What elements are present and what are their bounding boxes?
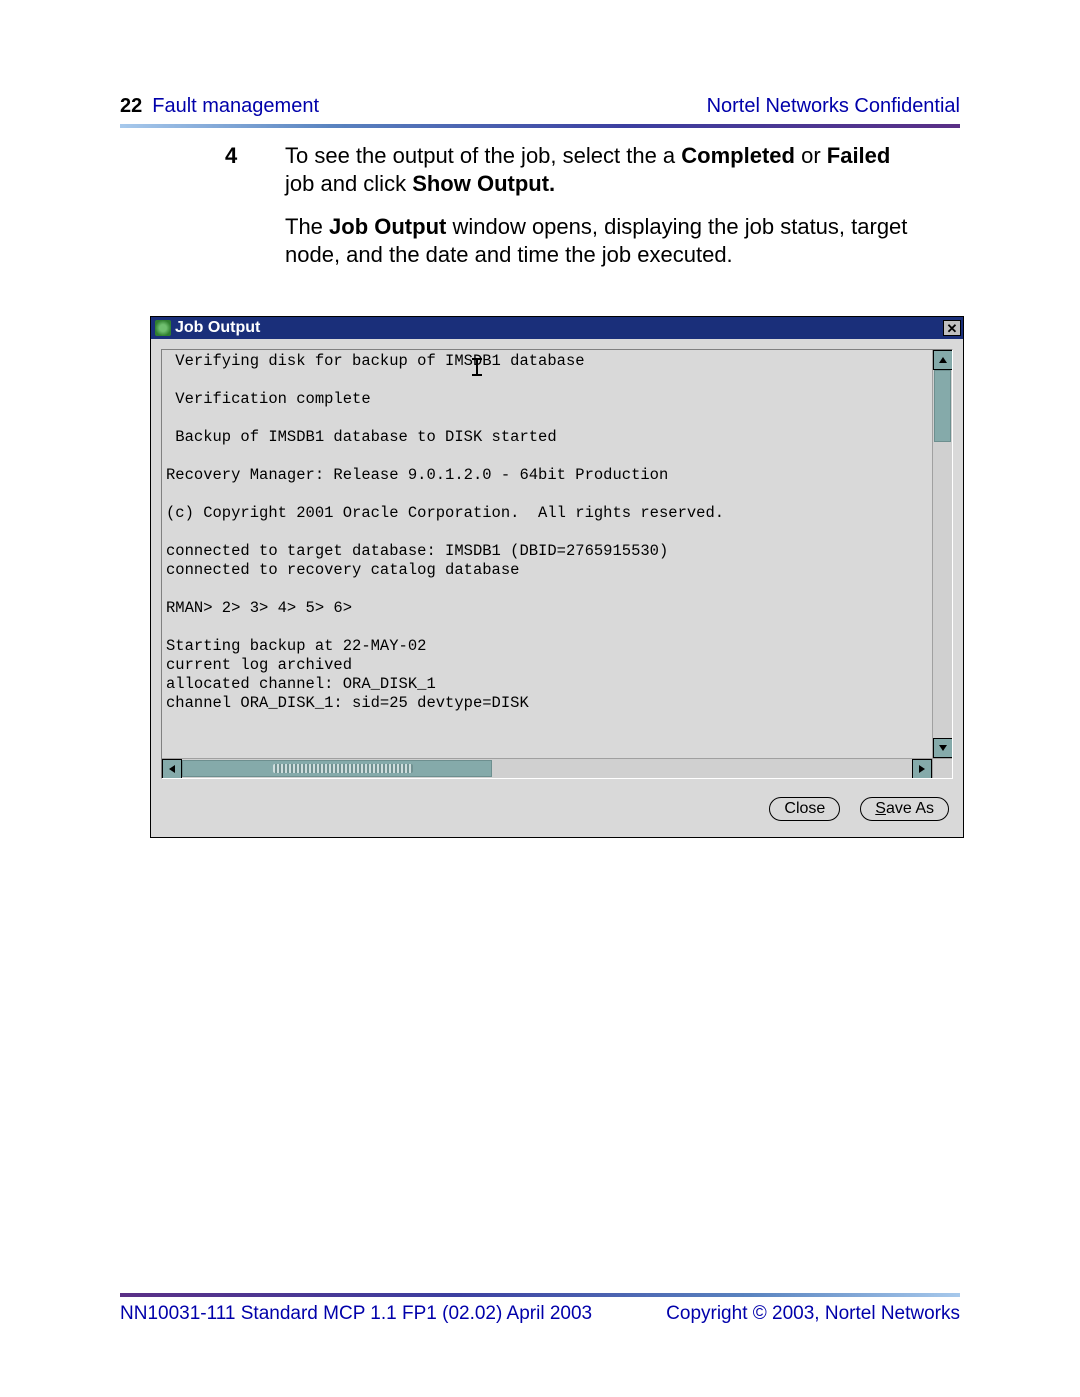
scrollbar-corner bbox=[932, 758, 952, 778]
scroll-down-button[interactable] bbox=[933, 738, 953, 758]
page-number: 22 bbox=[120, 95, 142, 118]
step-number: 4 bbox=[225, 142, 237, 170]
window-titlebar[interactable]: Job Output ✕ bbox=[151, 317, 963, 339]
horizontal-scrollbar[interactable] bbox=[162, 758, 932, 778]
step-text-1b: Completed bbox=[681, 143, 795, 168]
app-icon bbox=[155, 320, 171, 336]
header-rule bbox=[120, 124, 960, 128]
page-footer: NN10031-111 Standard MCP 1.1 FP1 (02.02)… bbox=[120, 1303, 960, 1325]
scroll-right-button[interactable] bbox=[912, 759, 932, 779]
close-button[interactable]: Close bbox=[769, 797, 840, 821]
vertical-scroll-thumb[interactable] bbox=[934, 370, 951, 442]
document-page: 22 Fault management Nortel Networks Conf… bbox=[0, 0, 1080, 1397]
save-as-rest: ave As bbox=[886, 800, 934, 817]
horizontal-scroll-thumb[interactable] bbox=[182, 760, 492, 777]
footer-left: NN10031-111 Standard MCP 1.1 FP1 (02.02)… bbox=[120, 1303, 592, 1325]
page-header: 22 Fault management Nortel Networks Conf… bbox=[120, 95, 960, 118]
scroll-left-button[interactable] bbox=[162, 759, 182, 779]
step-text-1d: Failed bbox=[827, 143, 891, 168]
step-para2: The Job Output window opens, displaying … bbox=[285, 213, 960, 268]
save-as-button[interactable]: Save As bbox=[860, 797, 949, 821]
scroll-up-button[interactable] bbox=[933, 350, 953, 370]
save-as-mnemonic: S bbox=[875, 800, 886, 817]
vertical-scrollbar[interactable] bbox=[932, 350, 952, 758]
output-textarea[interactable]: Verifying disk for backup of IMSDB1 data… bbox=[161, 349, 953, 779]
step-text-2a: job and click bbox=[285, 171, 412, 196]
titlebar-left: Job Output bbox=[155, 319, 260, 337]
window-button-row: Close Save As bbox=[151, 779, 963, 837]
para2-b: Job Output bbox=[329, 214, 446, 239]
section-title: Fault management bbox=[152, 95, 319, 118]
output-text: Verifying disk for backup of IMSDB1 data… bbox=[166, 352, 930, 758]
job-output-window: Job Output ✕ Verifying disk for backup o… bbox=[150, 316, 964, 838]
step-text-1a: To see the output of the job, select the… bbox=[285, 143, 681, 168]
window-title: Job Output bbox=[175, 319, 260, 337]
vertical-scroll-track[interactable] bbox=[933, 370, 952, 738]
footer-right: Copyright © 2003, Nortel Networks bbox=[666, 1303, 960, 1325]
para2-a: The bbox=[285, 214, 329, 239]
window-close-button[interactable]: ✕ bbox=[943, 320, 961, 336]
horizontal-scroll-track[interactable] bbox=[182, 759, 912, 778]
footer-rule bbox=[120, 1293, 960, 1297]
step-4: 4 To see the output of the job, select t… bbox=[285, 142, 960, 197]
step-text-2b: Show Output. bbox=[412, 171, 555, 196]
body-text: 4 To see the output of the job, select t… bbox=[285, 142, 960, 268]
header-left: 22 Fault management bbox=[120, 95, 319, 118]
scroll-thumb-grip bbox=[273, 764, 413, 773]
step-text-1c: or bbox=[795, 143, 827, 168]
header-right: Nortel Networks Confidential bbox=[707, 95, 960, 118]
